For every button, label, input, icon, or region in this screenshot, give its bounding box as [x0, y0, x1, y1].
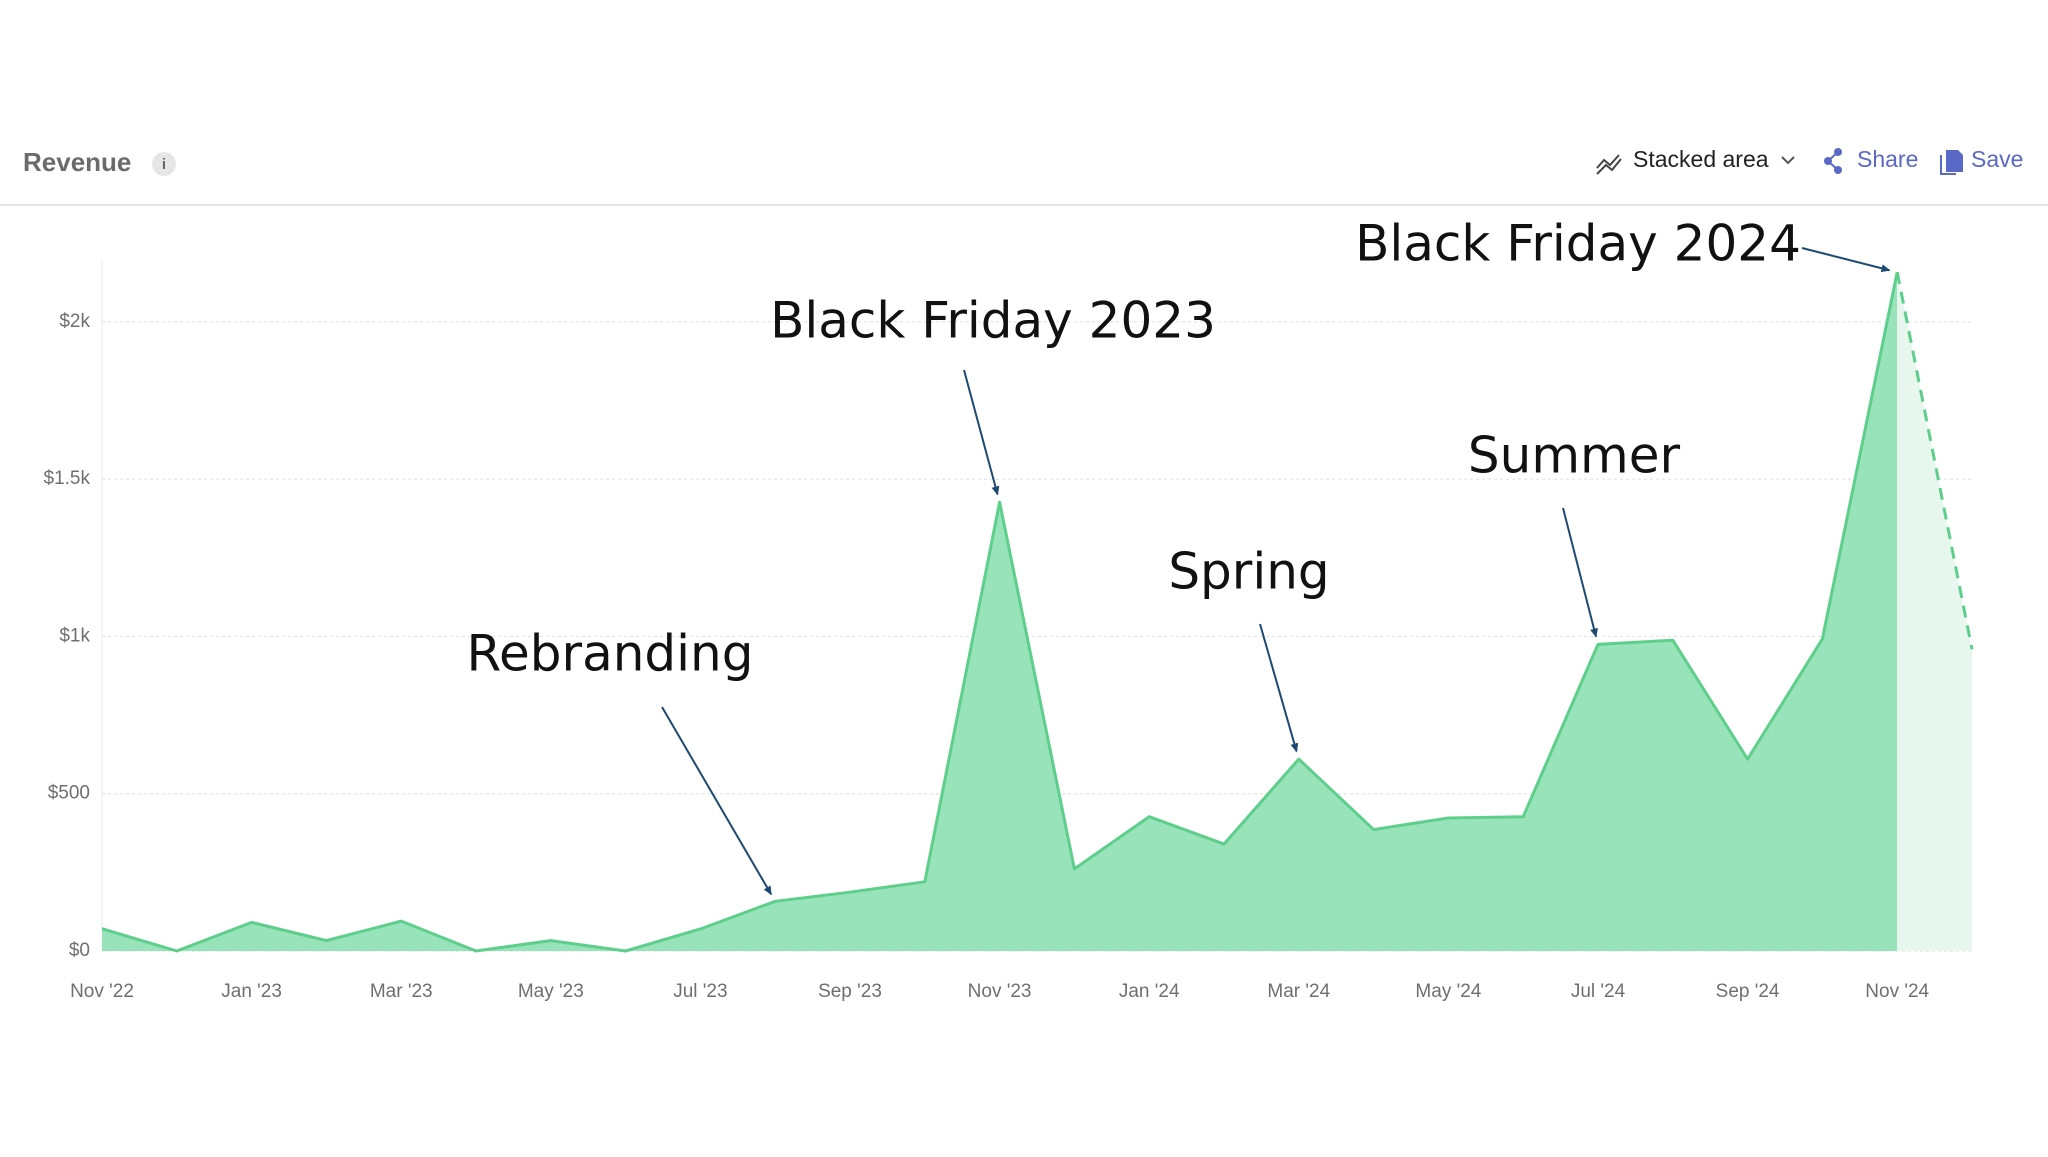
- annotation-arrow: [1259, 623, 1299, 753]
- y-tick-label: $1.5k: [44, 468, 91, 489]
- share-label: Share: [1857, 146, 1918, 172]
- save-icon: [1946, 150, 1963, 172]
- x-tick-label: Mar '24: [1267, 981, 1330, 1002]
- annotation-arrow: [661, 706, 773, 896]
- annotation: Rebranding: [467, 625, 754, 683]
- view-selector[interactable]: Stacked area: [1596, 146, 1795, 175]
- x-tick-label: Jul '23: [673, 981, 727, 1002]
- revenue-line: [101, 271, 1899, 953]
- save-label: Save: [1971, 146, 2023, 172]
- y-tick-label: $500: [48, 783, 90, 804]
- projected-area: [1897, 272, 1972, 951]
- annotation-arrow: [1562, 507, 1598, 638]
- x-tick-label: Nov '23: [968, 981, 1032, 1002]
- annotation-arrow: [963, 369, 1000, 496]
- chevron: [1781, 156, 1795, 165]
- annotation-arrow: [1801, 247, 1891, 273]
- x-tick-label: Jan '23: [221, 981, 282, 1002]
- share-icon: [1824, 148, 1842, 174]
- x-tick-label: Sep '24: [1716, 981, 1780, 1002]
- revenue-area: [102, 272, 1898, 951]
- info-icon[interactable]: [152, 152, 176, 176]
- x-tick-label: Nov '22: [70, 981, 134, 1002]
- share-button[interactable]: Share: [1824, 146, 1918, 174]
- y-tick-label: $2k: [59, 311, 90, 332]
- chart: $0 $500 $1k $1.5k $2k Nov '22 Jan '23 Mar '23 Ma…: [44, 215, 1974, 1002]
- x-tick-label: Jul '24: [1571, 981, 1626, 1002]
- save-button[interactable]: Save: [1940, 146, 2023, 175]
- x-tick-label: Mar '23: [370, 981, 433, 1002]
- y-tick-label: $0: [69, 940, 90, 961]
- view-label: Stacked area: [1633, 146, 1769, 172]
- trend-icon: [1596, 154, 1622, 175]
- save-icon-back: [1940, 155, 1956, 175]
- annotation: Summer: [1468, 427, 1681, 485]
- x-tick-label: May '23: [518, 981, 584, 1002]
- info-icon-label: i: [162, 156, 166, 173]
- annotation: Black Friday 2023: [770, 292, 1216, 350]
- y-tick-label: $1k: [59, 625, 90, 646]
- x-tick-label: Sep '23: [818, 981, 882, 1002]
- projected-line: [1895, 271, 1974, 650]
- x-tick-label: May '24: [1415, 981, 1481, 1002]
- panel-title: Revenue: [23, 147, 131, 177]
- x-tick-label: Nov '24: [1865, 981, 1929, 1002]
- annotation: Spring: [1168, 543, 1329, 601]
- annotation: Black Friday 2024: [1355, 215, 1801, 273]
- x-tick-label: Jan '24: [1119, 981, 1180, 1002]
